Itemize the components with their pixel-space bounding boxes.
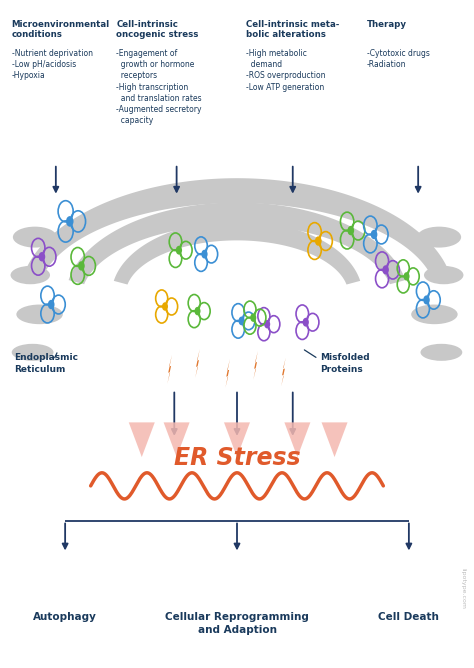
Text: Cell-intrinsic meta-
bolic alterations: Cell-intrinsic meta- bolic alterations — [246, 20, 340, 39]
Circle shape — [176, 246, 182, 255]
Ellipse shape — [12, 344, 54, 361]
Polygon shape — [195, 349, 200, 378]
Circle shape — [238, 317, 245, 325]
Text: Therapy: Therapy — [367, 20, 407, 29]
Text: -High metabolic
  demand
-ROS overproduction
-Low ATP generation: -High metabolic demand -ROS overproducti… — [246, 49, 326, 92]
Polygon shape — [129, 422, 155, 457]
Polygon shape — [114, 220, 360, 285]
Text: Microenvironmental
conditions: Microenvironmental conditions — [12, 20, 110, 39]
Polygon shape — [284, 422, 310, 457]
Polygon shape — [321, 422, 347, 457]
Circle shape — [315, 236, 322, 246]
Circle shape — [66, 216, 73, 226]
Circle shape — [78, 261, 85, 271]
Polygon shape — [23, 178, 451, 280]
Ellipse shape — [411, 305, 457, 324]
Polygon shape — [253, 351, 258, 380]
Text: Cell Death: Cell Death — [378, 612, 439, 622]
Text: Endoplasmic
Reticulum: Endoplasmic Reticulum — [14, 353, 78, 373]
Circle shape — [302, 318, 309, 327]
Text: ER Stress: ER Stress — [173, 446, 301, 470]
Circle shape — [371, 230, 377, 239]
Polygon shape — [69, 202, 405, 285]
Polygon shape — [164, 422, 190, 457]
Text: -Engagement of
  growth or hormone
  receptors
-High transcription
  and transla: -Engagement of growth or hormone recepto… — [116, 49, 202, 125]
Circle shape — [250, 313, 256, 322]
Polygon shape — [281, 357, 286, 386]
Circle shape — [48, 300, 55, 309]
Polygon shape — [226, 359, 230, 387]
Text: -Cytotoxic drugs
-Radiation: -Cytotoxic drugs -Radiation — [367, 49, 430, 69]
Circle shape — [264, 320, 270, 329]
Circle shape — [38, 252, 45, 261]
Text: Cell-intrinsic
oncogenic stress: Cell-intrinsic oncogenic stress — [116, 20, 199, 39]
Text: lipotype.com: lipotype.com — [461, 568, 465, 609]
Circle shape — [403, 272, 410, 281]
Circle shape — [162, 302, 168, 311]
Circle shape — [194, 307, 201, 315]
Circle shape — [201, 250, 208, 259]
Circle shape — [383, 265, 389, 275]
Text: Misfolded
Proteins: Misfolded Proteins — [320, 353, 370, 373]
Ellipse shape — [10, 266, 50, 285]
Ellipse shape — [420, 344, 462, 361]
Ellipse shape — [16, 305, 63, 324]
Text: -Nutrient deprivation
-Low pH/acidosis
-Hypoxia: -Nutrient deprivation -Low pH/acidosis -… — [12, 49, 93, 80]
Text: Autophagy: Autophagy — [33, 612, 97, 622]
Ellipse shape — [13, 226, 57, 248]
Circle shape — [423, 295, 430, 305]
Ellipse shape — [417, 226, 461, 248]
Polygon shape — [224, 422, 250, 457]
Ellipse shape — [424, 266, 464, 285]
Polygon shape — [167, 355, 172, 383]
Circle shape — [347, 226, 354, 235]
Text: Cellular Reprogramming
and Adaption: Cellular Reprogramming and Adaption — [165, 612, 309, 635]
